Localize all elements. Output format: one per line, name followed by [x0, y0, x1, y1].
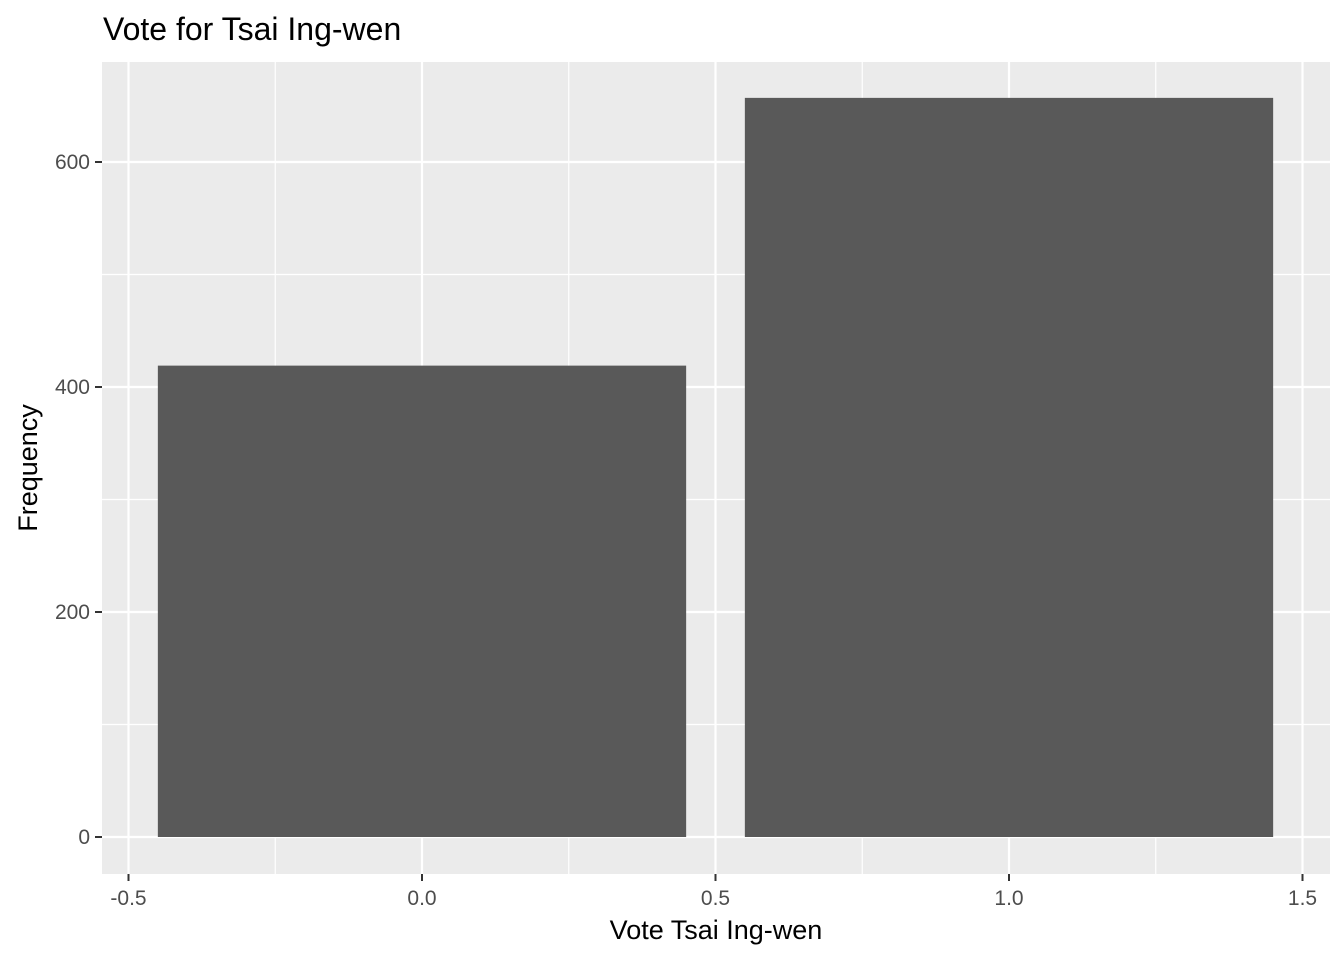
y-tick-label: 200 — [55, 601, 90, 624]
bar — [744, 97, 1274, 837]
x-tick-label: 0.0 — [407, 887, 436, 910]
y-tick-label: 400 — [55, 376, 90, 399]
x-tick-label: 0.5 — [701, 887, 730, 910]
y-axis-title: Frequency — [13, 404, 43, 532]
y-tick-label: 0 — [78, 826, 90, 849]
chart-title: Vote for Tsai Ing-wen — [103, 11, 401, 47]
x-axis-title: Vote Tsai Ing-wen — [610, 915, 823, 945]
x-tick-label: 1.5 — [1288, 887, 1317, 910]
bars — [157, 97, 1274, 837]
x-tick-label: 1.0 — [994, 887, 1023, 910]
y-axis-ticks: 0 200 400 600 — [55, 151, 102, 849]
x-axis-ticks: -0.5 0.0 0.5 1.0 1.5 — [110, 874, 1317, 910]
x-tick-label: -0.5 — [110, 887, 146, 910]
bar — [157, 365, 687, 837]
y-tick-label: 600 — [55, 151, 90, 174]
